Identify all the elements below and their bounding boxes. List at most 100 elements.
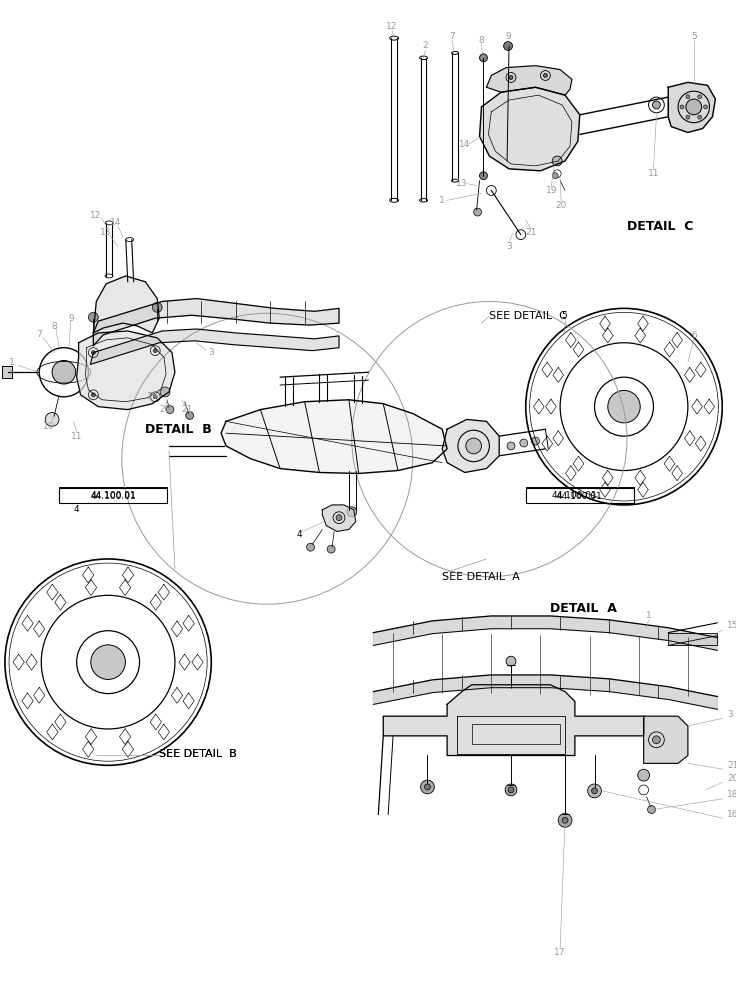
Polygon shape xyxy=(77,331,175,410)
Bar xyxy=(526,488,634,503)
Text: 20: 20 xyxy=(160,405,171,414)
Circle shape xyxy=(509,75,513,79)
Polygon shape xyxy=(322,505,355,531)
Text: 44.100.01: 44.100.01 xyxy=(552,491,598,500)
Polygon shape xyxy=(486,66,572,95)
Circle shape xyxy=(653,736,660,744)
Circle shape xyxy=(552,156,562,166)
Text: 13: 13 xyxy=(100,228,112,237)
Text: 19: 19 xyxy=(146,392,158,401)
Polygon shape xyxy=(442,419,499,472)
Text: 9: 9 xyxy=(68,314,74,323)
Circle shape xyxy=(307,543,314,551)
Circle shape xyxy=(520,439,528,447)
Circle shape xyxy=(562,817,568,823)
Circle shape xyxy=(152,302,162,312)
Circle shape xyxy=(91,645,125,679)
Circle shape xyxy=(160,387,170,397)
Text: 14: 14 xyxy=(459,140,470,149)
Circle shape xyxy=(474,208,481,216)
Polygon shape xyxy=(91,329,339,364)
Text: 20: 20 xyxy=(556,201,567,210)
Bar xyxy=(526,487,634,503)
Text: 3: 3 xyxy=(208,348,214,357)
Text: 5: 5 xyxy=(561,311,567,320)
Text: 1: 1 xyxy=(439,196,445,205)
Text: 9: 9 xyxy=(505,32,511,41)
Text: 7: 7 xyxy=(449,32,455,41)
Circle shape xyxy=(698,115,701,119)
Text: 2: 2 xyxy=(422,41,428,50)
Text: SEE DETAIL  A: SEE DETAIL A xyxy=(442,572,520,582)
Text: SEE DETAIL  B: SEE DETAIL B xyxy=(159,749,237,759)
Circle shape xyxy=(45,413,59,426)
Circle shape xyxy=(91,393,96,397)
Circle shape xyxy=(425,784,431,790)
Circle shape xyxy=(587,784,601,798)
Circle shape xyxy=(420,780,434,794)
Circle shape xyxy=(328,545,335,553)
Text: 4: 4 xyxy=(74,505,79,514)
Bar xyxy=(472,724,560,744)
Text: 44.100.01: 44.100.01 xyxy=(90,492,136,501)
Text: 18: 18 xyxy=(727,790,736,799)
Text: 4: 4 xyxy=(297,530,302,539)
Text: 20: 20 xyxy=(727,774,736,783)
Text: 13: 13 xyxy=(456,179,467,188)
Circle shape xyxy=(543,74,548,77)
Bar xyxy=(59,488,167,503)
Circle shape xyxy=(153,349,158,353)
Circle shape xyxy=(680,105,684,109)
Polygon shape xyxy=(457,716,565,754)
Text: SEE DETAIL  C: SEE DETAIL C xyxy=(489,311,567,321)
Circle shape xyxy=(686,115,690,119)
Bar xyxy=(2,366,12,378)
Circle shape xyxy=(480,172,487,180)
Circle shape xyxy=(686,95,690,99)
Text: 1: 1 xyxy=(9,358,15,367)
Circle shape xyxy=(466,438,481,454)
Circle shape xyxy=(185,412,194,419)
Text: 5: 5 xyxy=(691,32,697,41)
Text: 7: 7 xyxy=(37,330,42,339)
Polygon shape xyxy=(668,82,715,132)
Circle shape xyxy=(52,360,76,384)
Circle shape xyxy=(648,806,656,813)
Polygon shape xyxy=(644,716,688,763)
Polygon shape xyxy=(93,299,339,346)
Circle shape xyxy=(506,656,516,666)
Circle shape xyxy=(347,507,357,517)
Circle shape xyxy=(91,351,96,355)
Circle shape xyxy=(592,788,598,794)
Circle shape xyxy=(608,390,640,423)
Text: 8: 8 xyxy=(52,322,57,331)
Text: 15: 15 xyxy=(727,621,736,630)
Bar xyxy=(59,487,167,503)
Text: 21: 21 xyxy=(727,761,736,770)
Text: 21: 21 xyxy=(181,405,192,414)
Circle shape xyxy=(153,395,158,399)
Circle shape xyxy=(638,769,650,781)
Circle shape xyxy=(505,784,517,796)
Text: 10: 10 xyxy=(43,422,55,431)
Polygon shape xyxy=(373,616,718,650)
Polygon shape xyxy=(221,400,447,473)
Text: DETAIL  A: DETAIL A xyxy=(551,602,618,615)
Circle shape xyxy=(552,173,558,179)
Text: 12: 12 xyxy=(386,22,397,31)
Text: SEE DETAIL  B: SEE DETAIL B xyxy=(159,749,237,759)
Text: 19: 19 xyxy=(545,186,557,195)
Polygon shape xyxy=(93,276,159,333)
Circle shape xyxy=(698,95,701,99)
Bar xyxy=(668,633,718,645)
Circle shape xyxy=(686,99,701,115)
Circle shape xyxy=(653,101,660,109)
Text: 6: 6 xyxy=(691,331,697,340)
Circle shape xyxy=(88,312,99,322)
Circle shape xyxy=(480,54,487,62)
Circle shape xyxy=(531,437,539,445)
Text: 14: 14 xyxy=(110,218,121,227)
Text: 1: 1 xyxy=(645,611,651,620)
Polygon shape xyxy=(480,87,580,171)
Circle shape xyxy=(503,42,512,50)
